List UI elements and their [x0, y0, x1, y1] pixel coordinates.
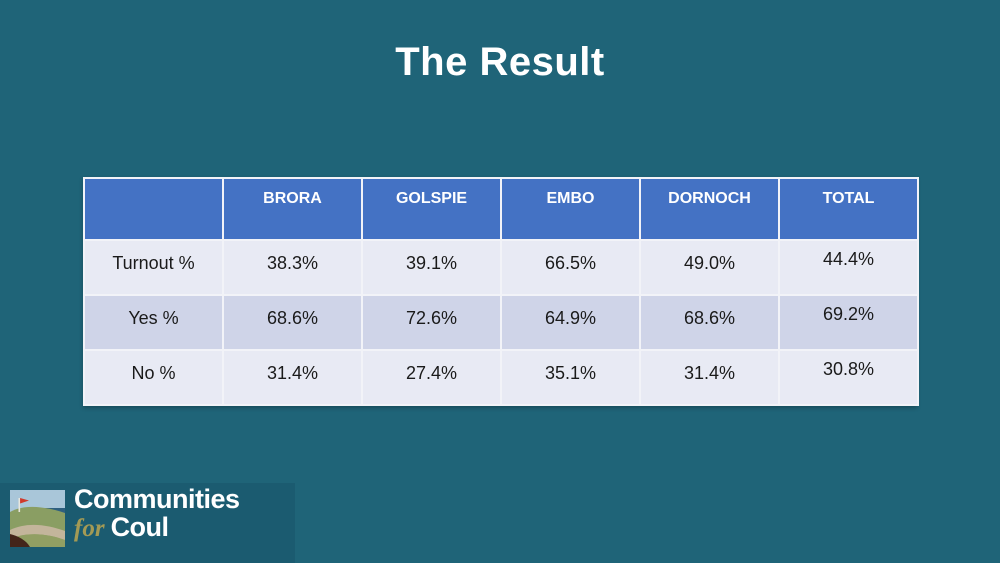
- header-cell-blank: [83, 177, 224, 241]
- logo-communities-label: Communities: [74, 484, 240, 514]
- table-header-row: BRORA GOLSPIE EMBO DORNOCH TOTAL: [83, 177, 919, 241]
- communities-for-coul-logo: Communities for Coul: [0, 483, 295, 563]
- cell-value: 72.6%: [361, 294, 502, 351]
- header-cell-dornoch: DORNOCH: [639, 177, 780, 241]
- results-table-container: BRORA GOLSPIE EMBO DORNOCH TOTAL Turnout…: [83, 177, 919, 406]
- header-cell-brora: BRORA: [222, 177, 363, 241]
- page-title: The Result: [395, 40, 605, 84]
- logo-for-label: for: [74, 515, 105, 542]
- cell-value: 66.5%: [500, 239, 641, 296]
- row-label: Turnout %: [83, 239, 224, 296]
- row-label: No %: [83, 349, 224, 406]
- header-cell-total: TOTAL: [778, 177, 919, 241]
- cell-value: 38.3%: [222, 239, 363, 296]
- golf-landscape-icon: [10, 490, 65, 547]
- cell-value: 68.6%: [222, 294, 363, 351]
- logo-coul-label: Coul: [110, 512, 170, 542]
- logo-text: Communities for Coul: [74, 484, 240, 542]
- row-label: Yes %: [83, 294, 224, 351]
- header-cell-golspie: GOLSPIE: [361, 177, 502, 241]
- cell-value: 31.4%: [639, 349, 780, 406]
- cell-value: 64.9%: [500, 294, 641, 351]
- cell-value: 39.1%: [361, 239, 502, 296]
- results-table: BRORA GOLSPIE EMBO DORNOCH TOTAL Turnout…: [83, 177, 919, 406]
- cell-value: 31.4%: [222, 349, 363, 406]
- cell-value: 68.6%: [639, 294, 780, 351]
- total-value: 30.8%: [778, 349, 919, 406]
- cell-value: 35.1%: [500, 349, 641, 406]
- total-value: 44.4%: [778, 239, 919, 296]
- table-row-no: No % 31.4% 27.4% 35.1% 31.4% 30.8%: [83, 349, 919, 406]
- total-value: 69.2%: [778, 294, 919, 351]
- table-row-turnout: Turnout % 38.3% 39.1% 66.5% 49.0% 44.4%: [83, 239, 919, 296]
- cell-value: 27.4%: [361, 349, 502, 406]
- table-row-yes: Yes % 68.6% 72.6% 64.9% 68.6% 69.2%: [83, 294, 919, 351]
- cell-value: 49.0%: [639, 239, 780, 296]
- header-cell-embo: EMBO: [500, 177, 641, 241]
